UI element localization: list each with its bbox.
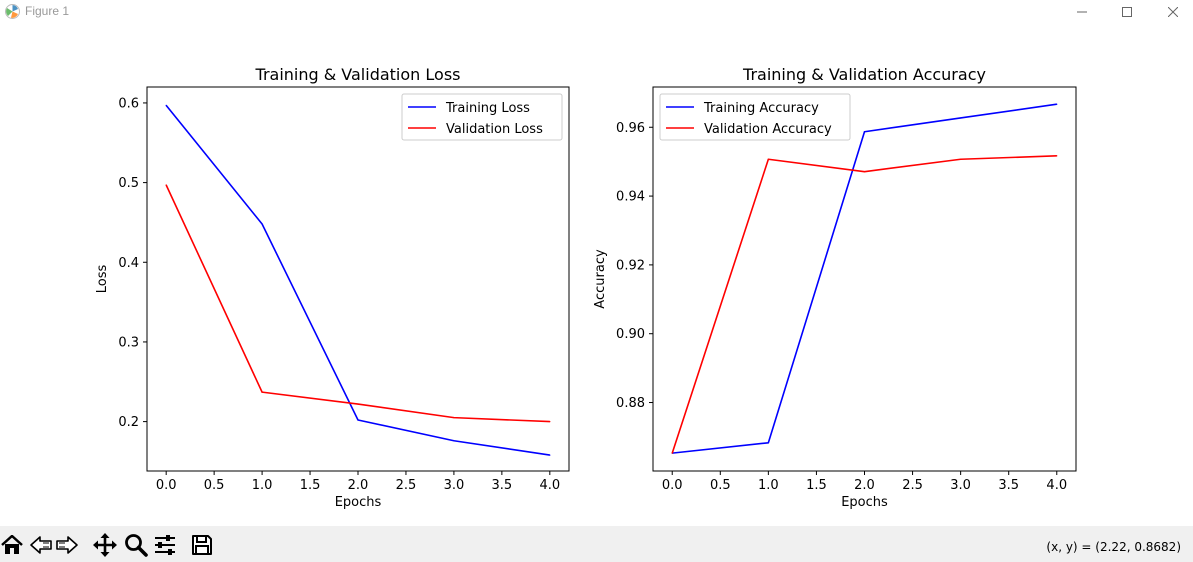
legend-label: Validation Accuracy [704,122,832,137]
back-icon [30,536,52,554]
y-tick-label: 0.88 [616,396,645,411]
x-tick-label: 2.0 [854,478,875,493]
configure-subplots-button[interactable] [153,534,177,556]
y-tick-label: 0.6 [118,96,139,111]
chart-title-accuracy: Training & Validation Accuracy [742,65,986,84]
y-axis-label-accuracy: Accuracy [593,249,608,309]
zoom-icon [125,534,148,557]
figure-svg: Training & Validation Loss 0.0 0.5 1.0 1.5 2.… [95,65,1077,510]
data-point [357,419,359,421]
x-axis-label-accuracy: Epochs [841,495,888,510]
data-point [863,171,866,173]
plot-area-loss [146,86,570,472]
cursor-coordinates: (x, y) = (2.22, 0.8682) [1046,540,1181,554]
legend-accuracy [659,93,851,141]
data-point [453,440,455,442]
x-tick-label: 2.0 [348,478,369,493]
plot-area-accuracy [652,86,1077,472]
data-point [960,117,962,119]
forward-button[interactable] [55,534,79,556]
y-tick-label: 0.5 [118,176,139,191]
axes-loss: Training & Validation Loss 0.0 0.5 1.0 1.5 2.… [95,65,570,510]
data-point [767,442,769,444]
zoom-button[interactable] [124,534,148,557]
close-button[interactable] [1150,0,1193,24]
x-tick-label: 3.5 [998,478,1019,493]
data-point [767,158,769,160]
data-point [863,131,866,133]
x-tick-label: 2.5 [902,478,923,493]
y-tick-label: 0.3 [118,335,139,350]
x-tick-label: 0.5 [710,478,731,493]
title-bar[interactable]: Figure 1 [0,0,1193,24]
x-tick-label: 1.5 [806,478,827,493]
data-point [165,104,167,106]
save-button[interactable] [190,534,214,556]
y-tick-label: 0.2 [118,415,139,430]
data-point [549,421,551,423]
data-point [960,158,962,160]
x-tick-label: 3.0 [950,478,971,493]
forward-icon [56,536,78,554]
legend-loss [401,93,563,141]
data-point [1056,155,1058,157]
y-tick-label: 0.4 [118,256,139,271]
x-tick-label: 0.5 [204,478,225,493]
home-button[interactable] [0,534,24,556]
data-point [549,454,551,456]
data-point [453,417,455,419]
maximize-button[interactable] [1104,0,1150,24]
navigation-toolbar: (x, y) = (2.22, 0.8682) [0,526,1193,562]
x-tick-label: 3.5 [492,478,513,493]
maximize-icon [1122,7,1132,17]
figure-canvas[interactable]: Training & Validation Loss 0.0 0.5 1.0 1.5 2.… [0,24,1193,526]
data-point [261,391,263,393]
y-tick-label: 0.96 [616,121,645,136]
data-point [671,452,673,454]
data-point [261,223,263,225]
data-point [1056,103,1058,105]
x-tick-label: 1.0 [252,478,273,493]
legend-label: Training Loss [445,101,530,116]
back-button[interactable] [29,534,53,556]
x-axis-label-loss: Epochs [335,495,382,510]
x-tick-label: 1.0 [758,478,779,493]
window-title: Figure 1 [25,4,70,18]
x-tick-label: 4.0 [1046,478,1067,493]
x-tick-label: 0.0 [156,478,177,493]
pan-button[interactable] [93,533,117,557]
y-tick-label: 0.92 [616,258,645,273]
home-icon [1,535,23,554]
y-tick-label: 0.94 [616,190,645,205]
x-tick-label: 3.0 [444,478,465,493]
data-point [165,184,167,186]
minimize-button[interactable] [1059,0,1105,24]
close-icon [1168,7,1178,17]
minimize-icon [1077,11,1087,13]
matplotlib-app-icon [4,3,21,20]
x-tick-label: 2.5 [396,478,417,493]
data-point [357,403,359,405]
chart-title-loss: Training & Validation Loss [255,65,461,84]
y-axis-label-loss: Loss [95,265,110,294]
x-tick-label: 4.0 [539,478,560,493]
configure-subplots-icon [155,535,175,555]
y-tick-label: 0.90 [616,327,645,342]
legend-label: Validation Loss [446,122,543,137]
x-tick-label: 1.5 [300,478,321,493]
x-tick-label: 0.0 [662,478,683,493]
save-icon [192,535,212,555]
pan-icon [93,533,117,557]
legend-label: Training Accuracy [703,101,819,116]
axes-accuracy: Training & Validation Accuracy 0.0 0.5 1.0 1… [593,65,1077,510]
